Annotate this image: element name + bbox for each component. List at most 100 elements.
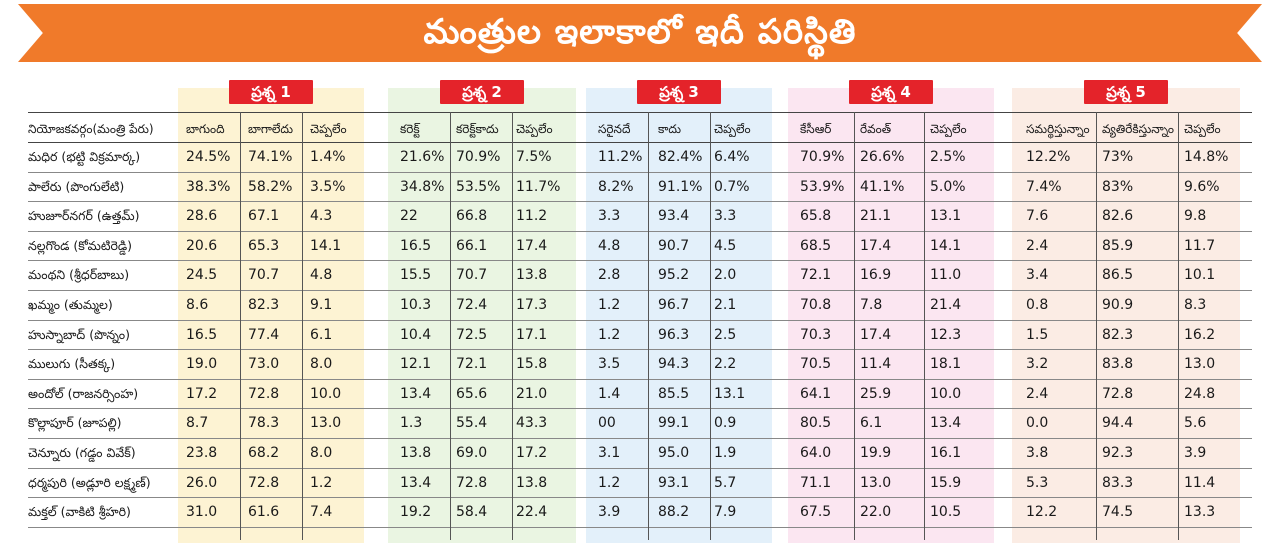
table-cell-value: 65.6 xyxy=(456,386,488,402)
row-separator xyxy=(28,438,1252,439)
table-cell-value: 41.1% xyxy=(860,179,905,195)
table-cell-value: 9.8 xyxy=(1184,208,1207,224)
table-cell-value: 23.8 xyxy=(186,445,218,461)
table-cell-value: 58.4 xyxy=(456,504,488,520)
table-cell-value: 3.3 xyxy=(598,208,621,224)
header-top-rule xyxy=(28,112,1252,113)
column-header: చెప్పలేం xyxy=(516,122,553,136)
table-cell-value: 85.5 xyxy=(658,386,690,402)
question-panel xyxy=(586,88,772,543)
table-cell-value: 7.8 xyxy=(860,297,883,313)
table-cell-value: 8.2% xyxy=(598,179,634,195)
table-cell-value: 20.6 xyxy=(186,238,218,254)
table-cell-value: 72.5 xyxy=(456,327,488,343)
column-header: బాగాలేదు xyxy=(248,122,294,136)
table-cell-value: 93.4 xyxy=(658,208,690,224)
table-cell-value: 22.0 xyxy=(860,504,892,520)
table-cell-value: 77.4 xyxy=(248,327,280,343)
table-cell-value: 2.1 xyxy=(714,297,737,313)
table-cell-value: 7.9 xyxy=(714,504,737,520)
title-banner: మంత్రుల ఇలాకాలో ఇదీ పరిస్థితి xyxy=(18,4,1262,62)
table-cell-value: 13.3 xyxy=(1184,504,1216,520)
table-cell-value: 1.9 xyxy=(714,445,737,461)
table-cell-value: 96.3 xyxy=(658,327,690,343)
table-cell-value: 0.9 xyxy=(714,415,737,431)
table-cell-value: 10.4 xyxy=(400,327,432,343)
table-cell-value: 16.9 xyxy=(860,267,892,283)
table-cell-value: 10.1 xyxy=(1184,267,1216,283)
constituency-name: చెన్నూరు (గడ్డం వివేక్) xyxy=(28,445,136,460)
table-cell-value: 94.3 xyxy=(658,356,690,372)
constituency-name: హుస్నాబాద్ (పొన్నం) xyxy=(28,327,130,342)
question-panel xyxy=(788,88,994,543)
table-cell-value: 26.6% xyxy=(860,149,905,165)
table-cell-value: 6.1 xyxy=(310,327,333,343)
table-cell-value: 0.0 xyxy=(1026,415,1049,431)
table-cell-value: 11.4 xyxy=(1184,475,1216,491)
column-header: కరెక్ట్‌కాదు xyxy=(456,122,499,136)
column-divider xyxy=(710,112,711,540)
table-cell-value: 16.5 xyxy=(400,238,432,254)
column-divider xyxy=(924,112,925,540)
table-cell-value: 11.7% xyxy=(516,179,561,195)
table-cell-value: 17.2 xyxy=(516,445,548,461)
table-cell-value: 3.4 xyxy=(1026,267,1049,283)
table-cell-value: 8.7 xyxy=(186,415,209,431)
constituency-name: నల్లగొండ (కోమటిరెడ్డి) xyxy=(28,238,133,253)
table-cell-value: 8.0 xyxy=(310,356,333,372)
table-cell-value: 2.2 xyxy=(714,356,737,372)
table-cell-value: 9.6% xyxy=(1184,179,1220,195)
row-separator xyxy=(28,468,1252,469)
question-panel xyxy=(388,88,576,543)
question-tag: ప్రశ్న 4 xyxy=(849,80,933,104)
table-cell-value: 90.7 xyxy=(658,238,690,254)
table-cell-value: 70.7 xyxy=(456,267,488,283)
table-cell-value: 1.2 xyxy=(598,297,621,313)
table-cell-value: 2.5% xyxy=(930,149,966,165)
table-cell-value: 12.2% xyxy=(1026,149,1071,165)
row-separator xyxy=(28,379,1252,380)
table-cell-value: 70.9% xyxy=(456,149,501,165)
table-cell-value: 72.4 xyxy=(456,297,488,313)
table-cell-value: 13.1 xyxy=(930,208,962,224)
table-cell-value: 00 xyxy=(598,415,616,431)
table-cell-value: 3.2 xyxy=(1026,356,1049,372)
table-cell-value: 78.3 xyxy=(248,415,280,431)
table-cell-value: 18.1 xyxy=(930,356,962,372)
constituency-name: అందోల్ (రాజనర్సింహ) xyxy=(28,386,139,401)
table-cell-value: 13.4 xyxy=(400,475,432,491)
table-cell-value: 10.0 xyxy=(310,386,342,402)
table-cell-value: 58.2% xyxy=(248,179,293,195)
table-cell-value: 1.4 xyxy=(598,386,621,402)
table-cell-value: 13.0 xyxy=(860,475,892,491)
table-cell-value: 38.3% xyxy=(186,179,231,195)
row-separator xyxy=(28,201,1252,202)
column-header: సమర్థిస్తున్నాం xyxy=(1026,122,1090,136)
constituency-name: ఖమ్మం (తుమ్మల) xyxy=(28,297,113,312)
constituency-name: ధర్మపురి (అడ్లూరి లక్ష్మణ్) xyxy=(28,475,151,490)
table-cell-value: 5.6 xyxy=(1184,415,1207,431)
table-cell-value: 24.5% xyxy=(186,149,231,165)
column-header: బాగుంది xyxy=(186,122,225,136)
table-cell-value: 22 xyxy=(400,208,418,224)
table-cell-value: 21.6% xyxy=(400,149,445,165)
header-bottom-rule xyxy=(28,142,1252,143)
table-cell-value: 72.1 xyxy=(800,267,832,283)
table-cell-value: 10.0 xyxy=(930,386,962,402)
table-cell-value: 7.4% xyxy=(1026,179,1062,195)
table-cell-value: 68.5 xyxy=(800,238,832,254)
table-cell-value: 12.2 xyxy=(1026,504,1058,520)
table-cell-value: 67.1 xyxy=(248,208,280,224)
table-cell-value: 34.8% xyxy=(400,179,445,195)
table-cell-value: 92.3 xyxy=(1102,445,1134,461)
table-cell-value: 68.2 xyxy=(248,445,280,461)
page-title: మంత్రుల ఇలాకాలో ఇదీ పరిస్థితి xyxy=(423,12,857,52)
table-cell-value: 65.3 xyxy=(248,238,280,254)
table-cell-value: 1.2 xyxy=(598,475,621,491)
column-header: కాదు xyxy=(658,122,682,136)
table-cell-value: 4.8 xyxy=(598,238,621,254)
table-cell-value: 12.1 xyxy=(400,356,432,372)
column-divider xyxy=(302,112,303,540)
table-cell-value: 95.0 xyxy=(658,445,690,461)
table-cell-value: 3.5 xyxy=(598,356,621,372)
